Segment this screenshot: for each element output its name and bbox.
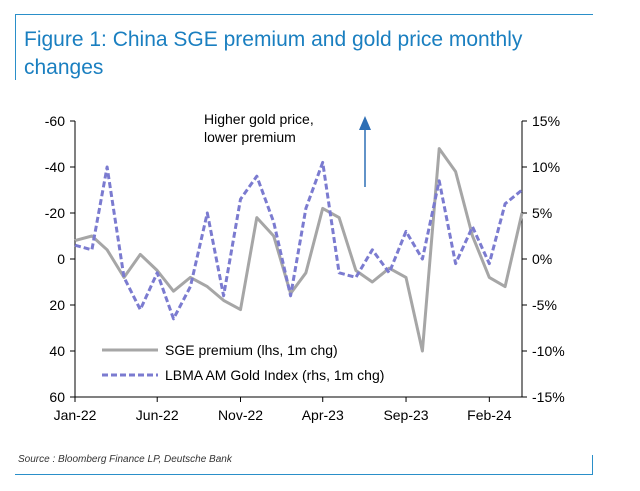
left-tick-label: -20 (45, 205, 65, 221)
frame-bottom-border (15, 474, 593, 475)
frame-right-border (592, 455, 593, 475)
legend-label: SGE premium (lhs, 1m chg) (165, 342, 338, 358)
left-tick-label: 60 (49, 389, 65, 405)
right-tick-label: 10% (532, 159, 560, 175)
right-tick-label: -15% (532, 389, 565, 405)
left-tick-label: -40 (45, 159, 65, 175)
legend: SGE premium (lhs, 1m chg) LBMA AM Gold In… (102, 342, 384, 383)
frame-top-border (15, 14, 593, 15)
chart-title: Figure 1: China SGE premium and gold pri… (24, 28, 523, 79)
x-tick-label: Nov-22 (218, 407, 263, 423)
legend-label: LBMA AM Gold Index (rhs, 1m chg) (165, 367, 384, 383)
source-note: Source : Bloomberg Finance LP, Deutsche … (18, 454, 232, 465)
x-tick-label: Sep-23 (383, 407, 428, 423)
right-tick-label: -10% (532, 343, 565, 359)
right-tick-label: 0% (532, 251, 552, 267)
x-tick-label: Jan-22 (54, 407, 97, 423)
up-arrow-icon (359, 116, 371, 130)
x-tick-label: Jun-22 (136, 407, 179, 423)
left-tick-label: 0 (57, 251, 65, 267)
left-tick-label: -60 (45, 113, 65, 129)
right-tick-label: -5% (532, 297, 557, 313)
lbma-gold-index-line (74, 160, 523, 321)
annotation-layer: Higher gold price, lower premium (204, 111, 371, 187)
x-tick-label: Apr-23 (302, 407, 344, 423)
right-tick-label: 15% (532, 113, 560, 129)
series-layer (74, 147, 524, 353)
left-tick-label: 40 (49, 343, 65, 359)
frame-left-border (15, 14, 16, 80)
axes: -60 -40 -20 0 20 40 60 15% 10% 5% 0% -5% -10% -15% Jan… (45, 113, 565, 423)
right-tick-label: 5% (532, 205, 552, 221)
annotation-text-line: lower premium (204, 129, 296, 145)
annotation-text-line: Higher gold price, (204, 111, 314, 127)
left-tick-label: 20 (49, 297, 65, 313)
x-tick-label: Feb-24 (467, 407, 512, 423)
sge-premium-line (74, 147, 524, 353)
